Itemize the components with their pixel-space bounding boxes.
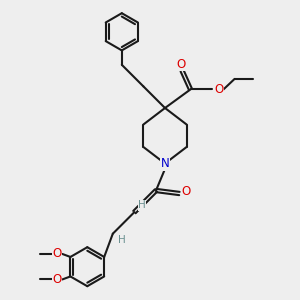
- Text: N: N: [160, 157, 169, 170]
- Text: O: O: [176, 58, 185, 71]
- Text: H: H: [118, 235, 126, 245]
- Text: O: O: [214, 83, 223, 96]
- Text: O: O: [52, 273, 62, 286]
- Text: O: O: [52, 248, 62, 260]
- Text: O: O: [182, 184, 190, 198]
- Text: H: H: [138, 200, 146, 211]
